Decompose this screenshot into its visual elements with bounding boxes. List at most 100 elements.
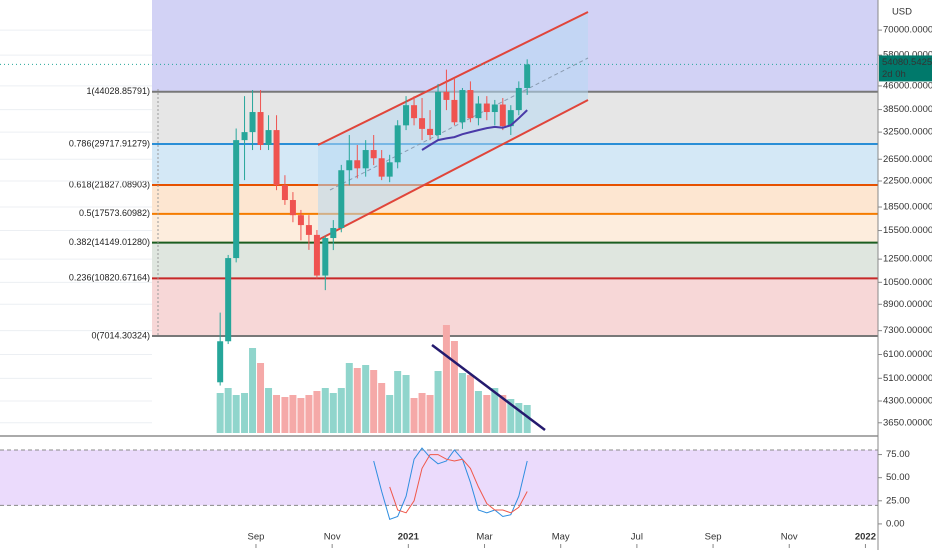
bar-countdown: 2d 0h bbox=[882, 69, 906, 80]
volume-bar bbox=[491, 388, 499, 433]
candle-body bbox=[362, 150, 369, 169]
y-tick-label: 26500.00000 bbox=[883, 154, 932, 165]
y-tick-label: 15500.00000 bbox=[883, 225, 932, 236]
y-tick-label: 8900.00000 bbox=[883, 299, 932, 310]
last-price-box bbox=[879, 55, 932, 82]
volume-bar bbox=[499, 395, 507, 433]
fib-label: 0.382(14149.01280) bbox=[69, 237, 150, 247]
y-tick-label: 6100.00000 bbox=[883, 349, 932, 360]
candle-body bbox=[322, 238, 329, 276]
x-tick-label: Sep bbox=[248, 532, 265, 543]
volume-bar bbox=[273, 395, 281, 433]
volume-bar bbox=[265, 388, 273, 433]
candle-body bbox=[507, 110, 514, 127]
candle-body bbox=[354, 160, 361, 169]
volume-bar bbox=[442, 325, 450, 433]
volume-bar bbox=[474, 391, 482, 433]
candle-body bbox=[403, 105, 410, 126]
fib-label: 0.618(21827.08903) bbox=[69, 179, 150, 189]
candle-body bbox=[427, 128, 434, 136]
x-tick-label: Sep bbox=[705, 532, 722, 543]
volume-bar bbox=[321, 388, 329, 433]
last-price-label: 54080.54253 bbox=[882, 57, 932, 68]
channel-lower bbox=[317, 99, 589, 241]
candle-body bbox=[394, 125, 401, 163]
y-tick-label: 3650.00000 bbox=[883, 417, 932, 428]
stoch-y-tick-label: 75.00 bbox=[886, 449, 910, 460]
volume-bar bbox=[241, 393, 249, 433]
candle-body bbox=[338, 170, 345, 228]
candle-body bbox=[257, 112, 264, 145]
currency: USD bbox=[892, 7, 912, 18]
y-tick-label: 38500.00000 bbox=[883, 104, 932, 115]
candle-body bbox=[483, 103, 490, 113]
candle-body bbox=[265, 130, 272, 145]
volume-bar bbox=[329, 393, 337, 433]
fib-zones: 1(44028.85791) 0.786(29717.91279) 0.618(21… bbox=[69, 0, 878, 340]
candle-body bbox=[346, 160, 353, 171]
volume-bar bbox=[232, 395, 240, 433]
moving-average bbox=[421, 109, 528, 151]
y-tick-label: 5100.00000 bbox=[883, 373, 932, 384]
candle-body bbox=[524, 64, 531, 88]
y-tick-label: 18500.00000 bbox=[883, 202, 932, 213]
candle-body bbox=[225, 258, 232, 342]
y-tick-label: 32500.00000 bbox=[883, 127, 932, 138]
x-tick-label: May bbox=[552, 532, 570, 543]
candle-body bbox=[330, 227, 337, 239]
candle-body bbox=[281, 185, 288, 201]
volume-bar bbox=[257, 363, 265, 433]
volume-bar bbox=[466, 375, 474, 433]
stoch-band bbox=[0, 449, 878, 506]
volume-bar bbox=[483, 395, 491, 433]
candle-body bbox=[443, 91, 450, 100]
candle-body bbox=[249, 112, 256, 133]
volume-bar bbox=[507, 399, 515, 433]
candle-body bbox=[378, 158, 385, 177]
candle-body bbox=[297, 215, 304, 226]
volume-bar bbox=[410, 398, 418, 433]
volume-bar bbox=[450, 341, 458, 433]
candle-body bbox=[233, 140, 240, 259]
stoch-y-tick-label: 25.00 bbox=[886, 495, 910, 506]
x-tick-label: Mar bbox=[476, 532, 492, 543]
volume-bar bbox=[394, 371, 402, 433]
channel-mid bbox=[329, 57, 589, 191]
y-tick-label: 10500.00000 bbox=[883, 277, 932, 288]
x-tick-label: 2021 bbox=[398, 532, 420, 543]
volume-bar bbox=[434, 371, 442, 433]
channel-fill bbox=[318, 12, 588, 240]
candle-body bbox=[459, 90, 466, 123]
stoch-y-tick-label: 50.00 bbox=[886, 472, 910, 483]
volume-bar bbox=[523, 405, 531, 433]
y-tick-label: 7300.00000 bbox=[883, 325, 932, 336]
candle-body bbox=[475, 103, 482, 119]
volume-bar bbox=[289, 395, 297, 433]
volume-bar bbox=[281, 397, 289, 433]
volume-bar bbox=[224, 388, 232, 433]
candle-body bbox=[273, 130, 280, 186]
candle-body bbox=[241, 132, 248, 141]
candle-body bbox=[305, 225, 312, 235]
volume-bar bbox=[402, 375, 410, 433]
x-tick-label: Nov bbox=[781, 532, 798, 543]
fib-zone bbox=[152, 213, 878, 243]
fib-label: 0.5(17573.60982) bbox=[79, 208, 150, 218]
volume-bar bbox=[216, 393, 224, 433]
volume-bar bbox=[249, 348, 257, 433]
candle-body bbox=[491, 104, 498, 113]
volume-bar bbox=[297, 398, 305, 433]
fib-label: 0(7014.30324) bbox=[91, 330, 150, 340]
candle-body bbox=[419, 118, 426, 129]
volume-bar bbox=[418, 393, 426, 433]
candle-body bbox=[313, 234, 320, 276]
candle-body bbox=[451, 99, 458, 123]
volume-bar bbox=[515, 403, 523, 433]
channel-upper bbox=[317, 11, 589, 146]
fib-zone bbox=[152, 185, 878, 214]
y-tick-label: 46000.00000 bbox=[883, 80, 932, 91]
candle-body bbox=[467, 90, 474, 119]
volume-bar bbox=[426, 395, 434, 433]
y-tick-label: 70000.00000 bbox=[883, 25, 932, 36]
